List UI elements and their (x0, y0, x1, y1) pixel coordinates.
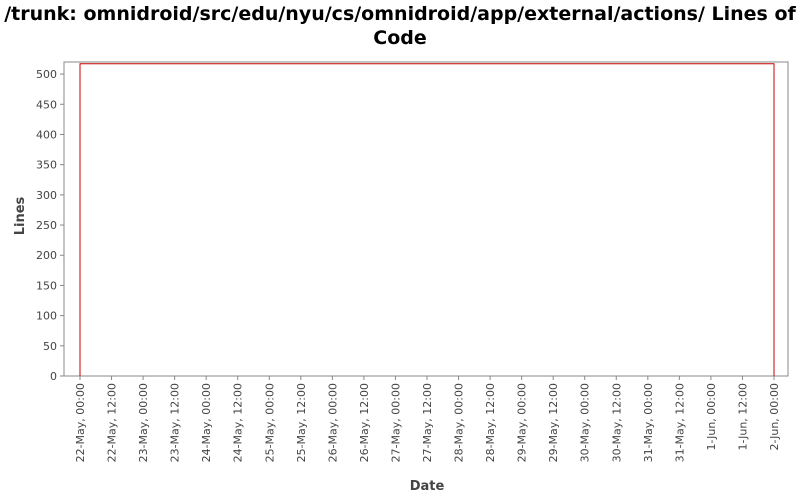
x-tick-label: 22-May, 12:00 (106, 383, 119, 462)
x-tick-label: 31-May, 12:00 (673, 383, 686, 462)
x-tick-label: 2-Jun, 00:00 (768, 383, 781, 450)
y-tick-label: 0 (50, 370, 57, 383)
x-tick-label: 1-Jun, 12:00 (736, 383, 749, 450)
x-tick-label: 26-May, 12:00 (358, 383, 371, 462)
x-axis-label: Date (410, 479, 445, 494)
x-axis: 22-May, 00:00 22-May, 12:00 23-May, 00:00 2… (74, 376, 781, 462)
x-tick-label: 30-May, 00:00 (579, 383, 592, 462)
series-layer (79, 63, 775, 376)
y-tick-label: 200 (36, 249, 57, 262)
chart-title: /trunk: omnidroid/src/edu/nyu/cs/omnidro… (4, 3, 796, 49)
y-tick-label: 250 (36, 219, 57, 232)
y-tick-label: 50 (43, 340, 57, 353)
x-tick-label: 24-May, 00:00 (200, 383, 213, 462)
x-tick-label: 27-May, 12:00 (421, 383, 434, 462)
y-tick-label: 450 (36, 98, 57, 111)
x-tick-label: 25-May, 12:00 (295, 383, 308, 462)
x-tick-label: 30-May, 12:00 (610, 383, 623, 462)
x-tick-label: 29-May, 00:00 (516, 383, 529, 462)
y-tick-label: 300 (36, 189, 57, 202)
y-axis-label: Lines (13, 196, 28, 235)
series-line (79, 63, 775, 376)
y-tick-label: 150 (36, 279, 57, 292)
y-axis: 0 50 100 150 200 250 300 350 400 450 500 (36, 68, 64, 383)
x-tick-label: 24-May, 12:00 (232, 383, 245, 462)
x-tick-label: 23-May, 12:00 (169, 383, 182, 462)
x-tick-label: 26-May, 00:00 (326, 383, 339, 462)
y-tick-label: 350 (36, 159, 57, 172)
x-tick-label: 22-May, 00:00 (74, 383, 87, 462)
plot-border (63, 61, 789, 377)
x-tick-label: 28-May, 00:00 (453, 383, 466, 462)
x-tick-label: 27-May, 00:00 (389, 383, 402, 462)
y-tick-label: 400 (36, 128, 57, 141)
y-tick-label: 500 (36, 68, 57, 81)
x-tick-label: 25-May, 00:00 (263, 383, 276, 462)
x-tick-label: 28-May, 12:00 (484, 383, 497, 462)
y-tick-label: 100 (36, 310, 57, 323)
x-tick-label: 23-May, 00:00 (137, 383, 150, 462)
x-tick-label: 1-Jun, 00:00 (705, 383, 718, 450)
x-tick-label: 29-May, 12:00 (547, 383, 560, 462)
x-tick-label: 31-May, 00:00 (642, 383, 655, 462)
plot-area (63, 61, 789, 377)
